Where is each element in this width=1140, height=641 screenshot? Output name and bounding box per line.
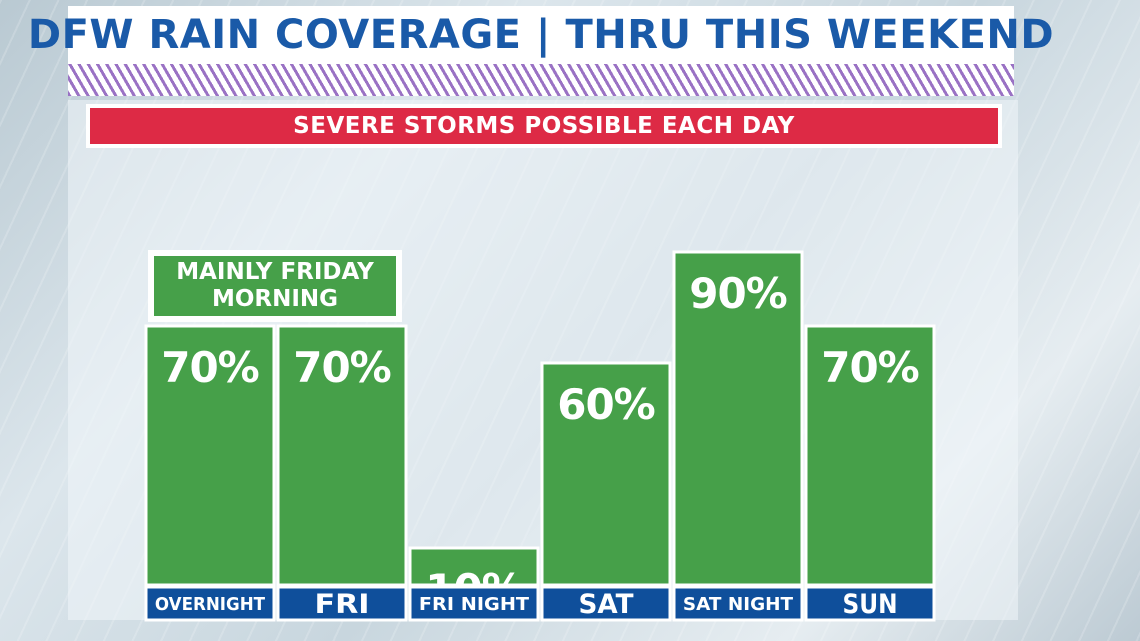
bar-group-sat: 60% SAT: [540, 361, 672, 622]
category-box-overnight: [144, 585, 276, 622]
category-label-sun: SUN: [842, 589, 897, 620]
bar-group-overnight: 70% OVERNIGHT: [144, 324, 276, 622]
bar-value-label-sat-night: 90%: [689, 269, 787, 318]
note-callout: MAINLY FRIDAY MORNING: [154, 256, 396, 316]
bar-fri: [276, 324, 408, 587]
bar-overnight: [144, 324, 276, 587]
bar-sat: [540, 361, 672, 587]
bar-value-label-overnight: 70%: [161, 343, 259, 392]
category-box-sun: [804, 585, 936, 622]
page-title: DFW RAIN COVERAGE | THRU THIS WEEKEND: [27, 12, 1055, 58]
title-box: DFW RAIN COVERAGE | THRU THIS WEEKEND: [28, 6, 1054, 64]
category-label-sat-night: SAT NIGHT: [683, 594, 794, 615]
severe-banner: SEVERE STORMS POSSIBLE EACH DAY: [90, 108, 998, 144]
category-label-fri: FRI: [314, 589, 369, 620]
bar-sat-night: [672, 250, 804, 587]
bar-group-fri: 70% FRI: [276, 324, 408, 622]
title-hatch-stripe: [68, 64, 1014, 96]
note-line-2: MORNING: [211, 286, 339, 312]
category-label-sat: SAT: [578, 589, 634, 620]
bar-value-label-sun: 70%: [821, 343, 919, 392]
category-label-fri-night: FRI NIGHT: [419, 594, 530, 615]
bar-value-label-fri: 70%: [293, 343, 391, 392]
category-box-fri-night: [408, 585, 540, 622]
banner-text: SEVERE STORMS POSSIBLE EACH DAY: [293, 113, 795, 139]
bar-fri-night: [408, 546, 540, 587]
bar-group-sat-night: 90% SAT NIGHT: [672, 250, 804, 622]
bar-value-label-sat: 60%: [557, 380, 655, 429]
bar-group-sun: 70% SUN: [804, 324, 936, 622]
category-box-sat-night: [672, 585, 804, 622]
note-line-1: MAINLY FRIDAY: [176, 259, 374, 285]
category-label-overnight: OVERNIGHT: [155, 594, 266, 615]
bar-group-fri-night: 10%FRI NIGHT: [408, 546, 540, 622]
category-box-fri: [276, 585, 408, 622]
category-box-sat: [540, 585, 672, 622]
bar-sun: [804, 324, 936, 587]
